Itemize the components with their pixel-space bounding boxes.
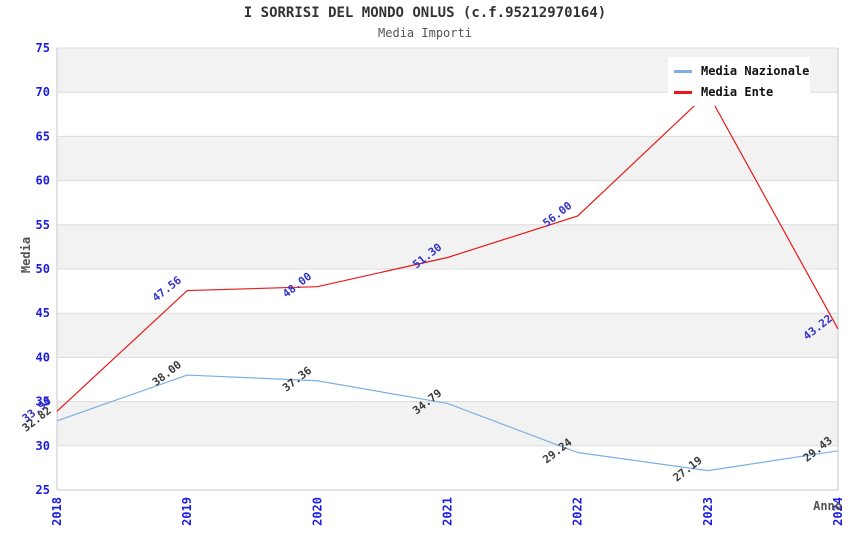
chart-title: I SORRISI DEL MONDO ONLUS (c.f.952129701… (243, 5, 607, 21)
legend: Media Nazionale Media Ente (668, 57, 810, 106)
x-tick-label: 2018 (50, 497, 64, 526)
plot-band (57, 313, 838, 358)
chart-subtitle: Media Importi (378, 26, 472, 40)
y-tick-label: 50 (36, 262, 50, 276)
legend-swatch-media-ente (674, 90, 692, 94)
legend-item-media-nazionale: Media Nazionale (674, 64, 809, 78)
x-axis-title: Anno (813, 499, 842, 513)
series-line-media-nazionale (56, 374, 839, 472)
plot-band (57, 136, 838, 181)
y-tick-label: 60 (36, 174, 50, 188)
legend-swatch-media-nazionale (674, 69, 692, 73)
point-label: 38.00 (150, 358, 184, 389)
point-label: 37.36 (280, 364, 314, 395)
y-tick-label: 55 (36, 218, 50, 232)
point-label: 47.56 (150, 273, 184, 304)
x-tick-label: 2020 (310, 497, 324, 526)
legend-label-media-ente: Media Ente (701, 85, 774, 99)
y-tick-label: 30 (36, 439, 50, 453)
plot-band (57, 401, 838, 446)
y-tick-label: 35 (36, 395, 50, 409)
y-axis-title: Media (19, 237, 33, 273)
x-tick-label: 2019 (180, 497, 194, 526)
x-tick-label: 2021 (441, 497, 455, 526)
legend-label-media-nazionale: Media Nazionale (701, 64, 810, 78)
plot-band (57, 224, 838, 269)
y-tick-label: 70 (36, 85, 50, 99)
y-tick-label: 75 (36, 41, 50, 55)
point-label: 48.00 (280, 270, 314, 301)
x-tick-label: 2024 (831, 497, 845, 526)
y-tick-label: 45 (36, 306, 50, 320)
y-tick-label: 25 (36, 483, 50, 497)
legend-item-media-ente: Media Ente (674, 85, 804, 99)
x-tick-label: 2022 (571, 497, 585, 526)
x-tick-label: 2023 (701, 497, 715, 526)
y-tick-label: 40 (36, 350, 50, 364)
y-tick-label: 65 (36, 129, 50, 143)
